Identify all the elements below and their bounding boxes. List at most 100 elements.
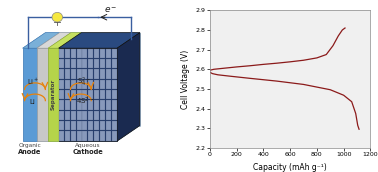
Bar — [100, 69, 105, 79]
X-axis label: Capacity (mAh g⁻¹): Capacity (mAh g⁻¹) — [253, 163, 327, 172]
Bar — [82, 131, 87, 141]
Bar — [100, 80, 105, 89]
Bar — [77, 80, 82, 89]
Bar — [65, 49, 70, 58]
Bar — [112, 49, 117, 58]
Bar — [94, 80, 99, 89]
Bar — [65, 59, 70, 68]
Text: Aqueous: Aqueous — [75, 143, 101, 148]
Bar — [100, 90, 105, 99]
Bar — [65, 131, 70, 141]
Text: Li$^+$: Li$^+$ — [27, 77, 40, 87]
Bar — [112, 111, 117, 120]
Polygon shape — [23, 48, 117, 141]
Bar — [77, 100, 82, 110]
Bar — [59, 131, 64, 141]
Bar — [82, 111, 87, 120]
Bar — [71, 131, 76, 141]
Text: Separator: Separator — [51, 79, 56, 110]
Bar — [71, 69, 76, 79]
Bar — [100, 59, 105, 68]
Bar — [82, 90, 87, 99]
Bar — [59, 59, 64, 68]
Bar — [65, 69, 70, 79]
Text: 4S$^{2-}$: 4S$^{2-}$ — [76, 96, 95, 107]
Bar — [88, 59, 93, 68]
Bar — [106, 69, 111, 79]
Bar — [71, 121, 76, 130]
Bar — [112, 59, 117, 68]
Bar — [82, 100, 87, 110]
Bar — [100, 111, 105, 120]
Polygon shape — [59, 33, 140, 48]
Bar — [82, 121, 87, 130]
Polygon shape — [23, 33, 60, 48]
Bar — [59, 100, 64, 110]
Bar — [106, 90, 111, 99]
Bar — [65, 100, 70, 110]
Bar — [65, 90, 70, 99]
Bar — [82, 69, 87, 79]
Bar — [88, 100, 93, 110]
Bar — [71, 111, 76, 120]
Y-axis label: Cell Voltage (V): Cell Voltage (V) — [181, 50, 190, 109]
Bar — [106, 80, 111, 89]
Bar — [106, 100, 111, 110]
Bar — [106, 59, 111, 68]
Bar — [59, 121, 64, 130]
Bar — [65, 80, 70, 89]
Bar — [59, 49, 64, 58]
Polygon shape — [48, 33, 81, 48]
Bar — [100, 49, 105, 58]
Bar — [71, 90, 76, 99]
Polygon shape — [48, 48, 59, 141]
Bar — [77, 69, 82, 79]
Bar — [94, 49, 99, 58]
Bar — [106, 49, 111, 58]
Polygon shape — [37, 48, 48, 141]
Bar — [88, 69, 93, 79]
Bar — [77, 90, 82, 99]
Text: Anode: Anode — [18, 149, 42, 155]
Bar — [65, 121, 70, 130]
Bar — [65, 111, 70, 120]
Bar — [88, 80, 93, 89]
Bar — [71, 59, 76, 68]
Bar — [82, 49, 87, 58]
Polygon shape — [59, 48, 117, 141]
Text: e$^-$: e$^-$ — [104, 5, 118, 15]
Polygon shape — [117, 33, 140, 141]
Bar — [71, 100, 76, 110]
Bar — [112, 80, 117, 89]
Bar — [71, 80, 76, 89]
Bar — [112, 100, 117, 110]
Bar — [88, 121, 93, 130]
Bar — [94, 111, 99, 120]
Bar — [59, 111, 64, 120]
Bar — [112, 131, 117, 141]
Bar — [100, 131, 105, 141]
Bar — [88, 90, 93, 99]
Bar — [59, 90, 64, 99]
Text: Li: Li — [29, 99, 35, 105]
Bar — [77, 131, 82, 141]
Bar — [112, 69, 117, 79]
Bar — [77, 111, 82, 120]
Polygon shape — [45, 33, 140, 126]
Bar — [88, 111, 93, 120]
Bar — [82, 80, 87, 89]
Bar — [59, 80, 64, 89]
Bar — [94, 90, 99, 99]
Bar — [112, 121, 117, 130]
Bar — [94, 131, 99, 141]
Bar — [77, 49, 82, 58]
Bar — [112, 90, 117, 99]
Text: S$_4^{2-}$: S$_4^{2-}$ — [77, 76, 91, 89]
Bar — [59, 69, 64, 79]
Bar — [82, 59, 87, 68]
Bar — [106, 121, 111, 130]
Bar — [71, 49, 76, 58]
Text: Organic: Organic — [19, 143, 41, 148]
Bar — [88, 49, 93, 58]
Bar — [94, 59, 99, 68]
